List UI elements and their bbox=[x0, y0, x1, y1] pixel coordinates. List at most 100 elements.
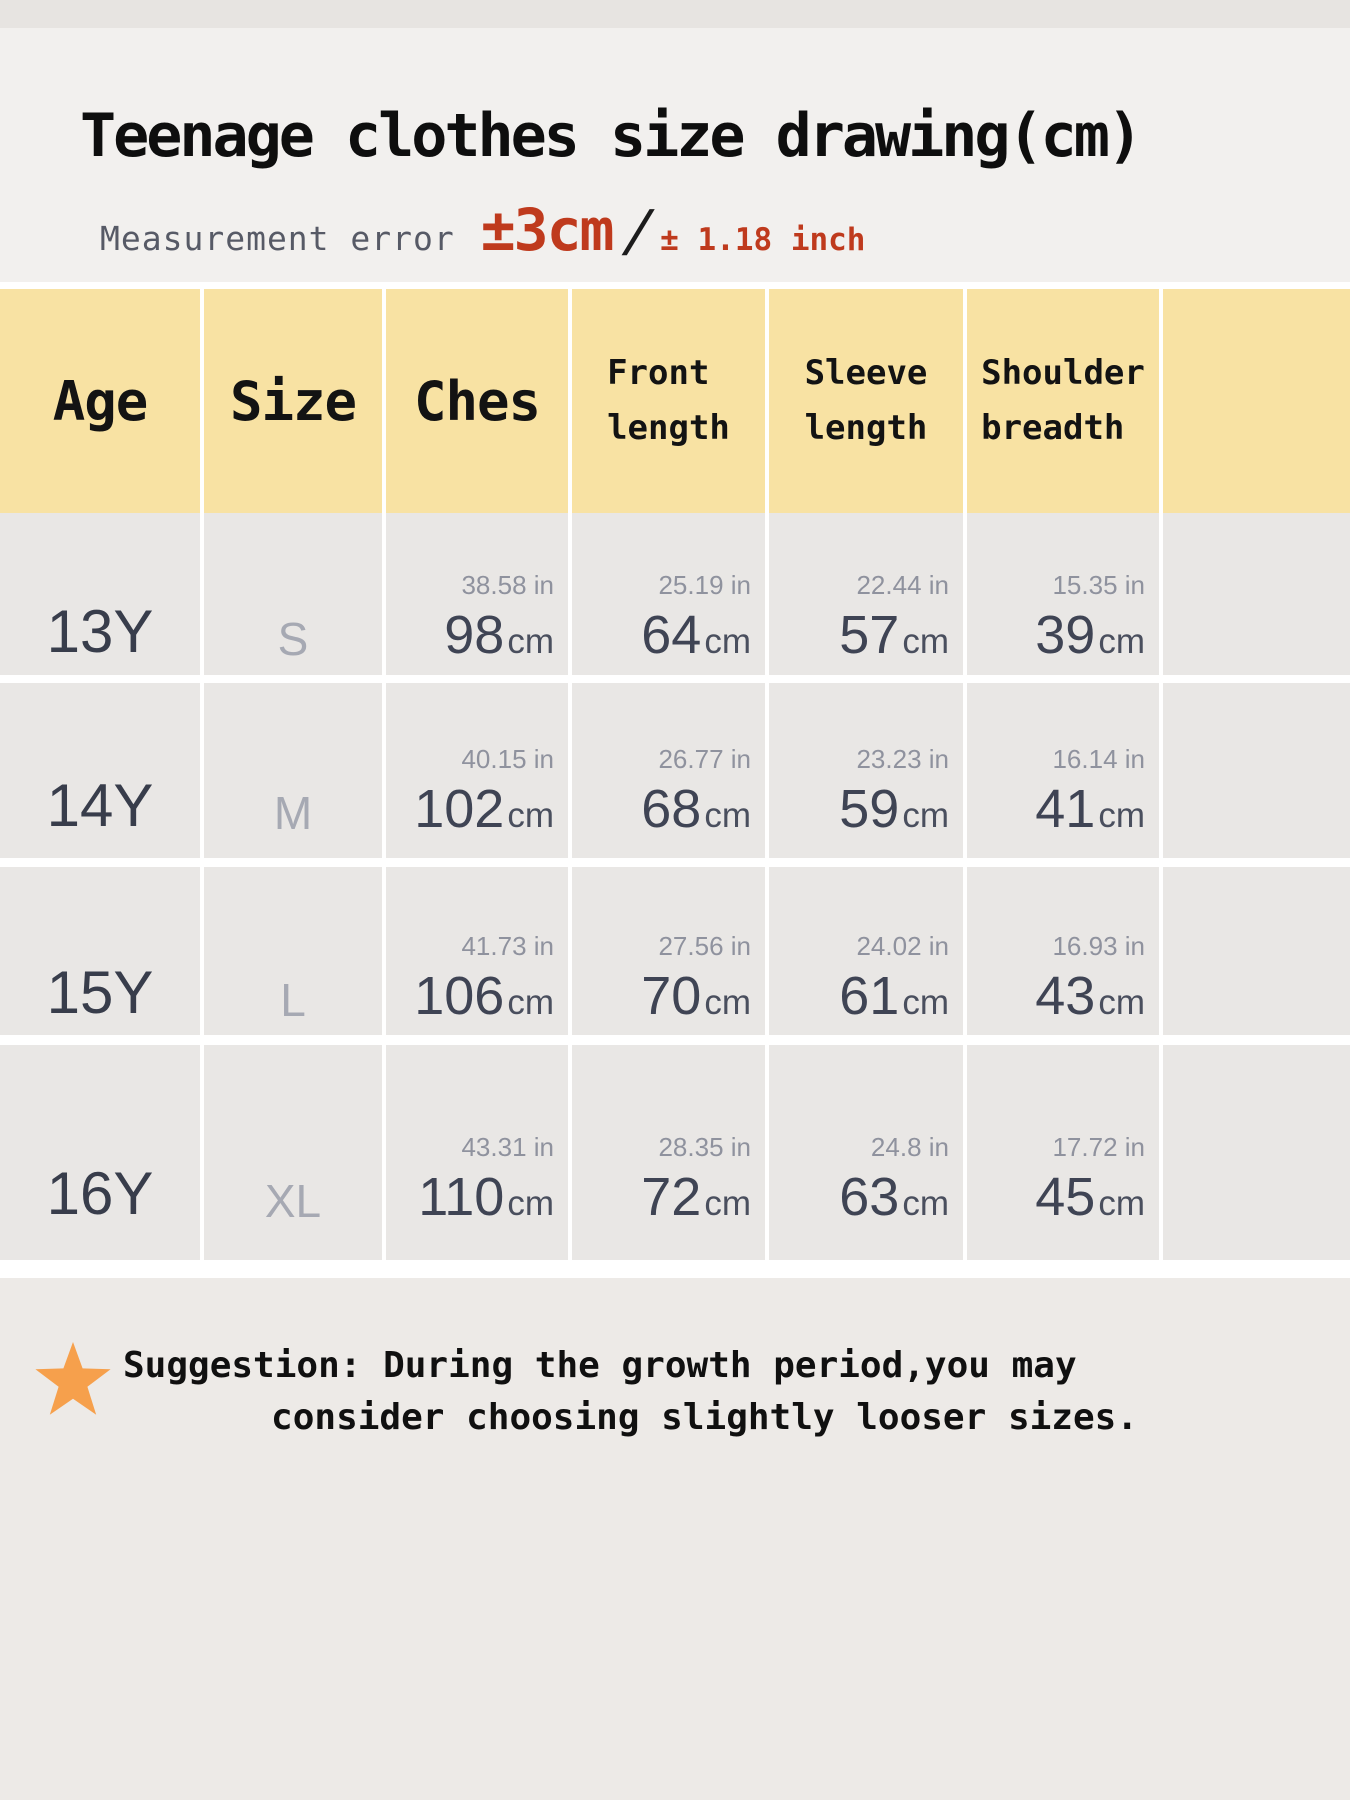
front-inches: 27.56 in bbox=[658, 931, 751, 961]
cm-unit: cm bbox=[704, 1184, 751, 1223]
suggestion-line-2: consider choosing slightly looser sizes. bbox=[271, 1397, 1138, 1438]
chest-cm: 110 bbox=[418, 1167, 505, 1227]
measurement-error-label: Measurement error bbox=[100, 219, 455, 258]
sleeve-cm: 63 bbox=[839, 1167, 900, 1227]
size-cell: S bbox=[204, 513, 382, 675]
front-inches: 28.35 in bbox=[658, 1132, 751, 1162]
cm-unit: cm bbox=[902, 622, 949, 661]
header-cell-shoulder-breadth: Shoulder breadth bbox=[967, 289, 1159, 513]
sleeve-inches: 24.8 in bbox=[870, 1132, 949, 1162]
shoulder-breadth-cell: 17.72 in 45 cm bbox=[967, 1045, 1159, 1260]
table-row: 16Y XL 43.31 in 110 cm 28.35 in 72 cm 24.8… bbox=[0, 1045, 1350, 1260]
chest-inches: 38.58 in bbox=[461, 570, 554, 600]
sleeve-cm: 59 bbox=[839, 779, 900, 839]
empty-cell bbox=[1163, 867, 1350, 1035]
age-cell: 16Y bbox=[0, 1045, 200, 1260]
shoulder-inches: 16.93 in bbox=[1052, 931, 1145, 961]
chest-inches: 40.15 in bbox=[461, 744, 554, 774]
sleeve-inches: 23.23 in bbox=[856, 744, 949, 774]
front-length-cell: 28.35 in 72 cm bbox=[572, 1045, 765, 1260]
cm-unit: cm bbox=[704, 983, 751, 1022]
table-row: 15Y L 41.73 in 106 cm 27.56 in 70 cm 24.02… bbox=[0, 867, 1350, 1035]
header-cell-chest: Ches bbox=[386, 289, 568, 513]
suggestion-block: Suggestion: During the growth period,you… bbox=[33, 1340, 1138, 1444]
cm-unit: cm bbox=[1098, 1184, 1145, 1223]
measurement-error-inch: ± 1.18 inch bbox=[660, 222, 866, 258]
chest-inches: 41.73 in bbox=[461, 931, 554, 961]
header-cell-size: Size bbox=[204, 289, 382, 513]
size-cell: XL bbox=[204, 1045, 382, 1260]
suggestion-text: Suggestion: During the growth period,you… bbox=[123, 1340, 1138, 1444]
header-cell-age: Age bbox=[0, 289, 200, 513]
chest-cm: 98 bbox=[444, 605, 505, 665]
cm-unit: cm bbox=[507, 983, 554, 1022]
sleeve-length-cell: 24.02 in 61 cm bbox=[769, 867, 963, 1035]
cm-unit: cm bbox=[507, 1184, 554, 1223]
sleeve-cm: 57 bbox=[839, 605, 900, 665]
front-cm: 70 bbox=[641, 966, 702, 1026]
cm-unit: cm bbox=[704, 622, 751, 661]
chest-cell: 38.58 in 98 cm bbox=[386, 513, 568, 675]
front-cm: 72 bbox=[641, 1167, 702, 1227]
front-length-cell: 26.77 in 68 cm bbox=[572, 683, 765, 858]
chest-cell: 40.15 in 102 cm bbox=[386, 683, 568, 858]
sleeve-length-cell: 24.8 in 63 cm bbox=[769, 1045, 963, 1260]
shoulder-cm: 45 bbox=[1035, 1167, 1096, 1227]
shoulder-cm: 41 bbox=[1035, 779, 1096, 839]
title-block: Teenage clothes size drawing(cm) Measure… bbox=[0, 28, 1350, 282]
cm-unit: cm bbox=[507, 622, 554, 661]
shoulder-inches: 15.35 in bbox=[1052, 570, 1145, 600]
table-row: 14Y M 40.15 in 102 cm 26.77 in 68 cm 23.23… bbox=[0, 683, 1350, 858]
shoulder-cm: 39 bbox=[1035, 605, 1096, 665]
shoulder-inches: 16.14 in bbox=[1052, 744, 1145, 774]
table-row: 13Y S 38.58 in 98 cm 25.19 in 64 cm 22.44 … bbox=[0, 513, 1350, 675]
size-cell: M bbox=[204, 683, 382, 858]
cm-unit: cm bbox=[902, 796, 949, 835]
shoulder-cm: 43 bbox=[1035, 966, 1096, 1026]
page-title: Teenage clothes size drawing(cm) bbox=[80, 101, 1143, 171]
cm-unit: cm bbox=[902, 983, 949, 1022]
measurement-error-line: Measurement error ±3cm / ± 1.18 inch bbox=[0, 196, 1350, 264]
shoulder-breadth-cell: 15.35 in 39 cm bbox=[967, 513, 1159, 675]
cm-unit: cm bbox=[1098, 983, 1145, 1022]
shoulder-inches: 17.72 in bbox=[1052, 1132, 1145, 1162]
measurement-error-cm: ±3cm bbox=[480, 196, 615, 264]
top-strip bbox=[0, 0, 1350, 28]
suggestion-section: Suggestion: During the growth period,you… bbox=[0, 1278, 1350, 1800]
size-table: Age Size Ches Front length Sleeve length… bbox=[0, 282, 1350, 1278]
empty-cell bbox=[1163, 1045, 1350, 1260]
cm-unit: cm bbox=[704, 796, 751, 835]
age-cell: 15Y bbox=[0, 867, 200, 1035]
chest-cell: 41.73 in 106 cm bbox=[386, 867, 568, 1035]
age-cell: 14Y bbox=[0, 683, 200, 858]
sleeve-inches: 24.02 in bbox=[856, 931, 949, 961]
front-inches: 26.77 in bbox=[658, 744, 751, 774]
sleeve-length-cell: 23.23 in 59 cm bbox=[769, 683, 963, 858]
sleeve-length-cell: 22.44 in 57 cm bbox=[769, 513, 963, 675]
front-cm: 64 bbox=[641, 605, 702, 665]
star-icon bbox=[35, 1342, 111, 1415]
shoulder-breadth-cell: 16.14 in 41 cm bbox=[967, 683, 1159, 858]
cm-unit: cm bbox=[1098, 622, 1145, 661]
cm-unit: cm bbox=[1098, 796, 1145, 835]
age-cell: 13Y bbox=[0, 513, 200, 675]
slash-divider: / bbox=[617, 199, 661, 264]
cm-unit: cm bbox=[507, 796, 554, 835]
size-cell: L bbox=[204, 867, 382, 1035]
shoulder-breadth-cell: 16.93 in 43 cm bbox=[967, 867, 1159, 1035]
chest-cell: 43.31 in 110 cm bbox=[386, 1045, 568, 1260]
cm-unit: cm bbox=[902, 1184, 949, 1223]
front-length-cell: 25.19 in 64 cm bbox=[572, 513, 765, 675]
chest-inches: 43.31 in bbox=[461, 1132, 554, 1162]
front-inches: 25.19 in bbox=[658, 570, 751, 600]
chest-cm: 102 bbox=[414, 779, 505, 839]
front-length-cell: 27.56 in 70 cm bbox=[572, 867, 765, 1035]
front-cm: 68 bbox=[641, 779, 702, 839]
suggestion-line-1: Suggestion: During the growth period,you… bbox=[123, 1345, 1077, 1386]
empty-cell bbox=[1163, 683, 1350, 858]
sleeve-cm: 61 bbox=[839, 966, 900, 1026]
chest-cm: 106 bbox=[414, 966, 505, 1026]
header-cell-sleeve-length: Sleeve length bbox=[769, 289, 963, 513]
sleeve-inches: 22.44 in bbox=[856, 570, 949, 600]
